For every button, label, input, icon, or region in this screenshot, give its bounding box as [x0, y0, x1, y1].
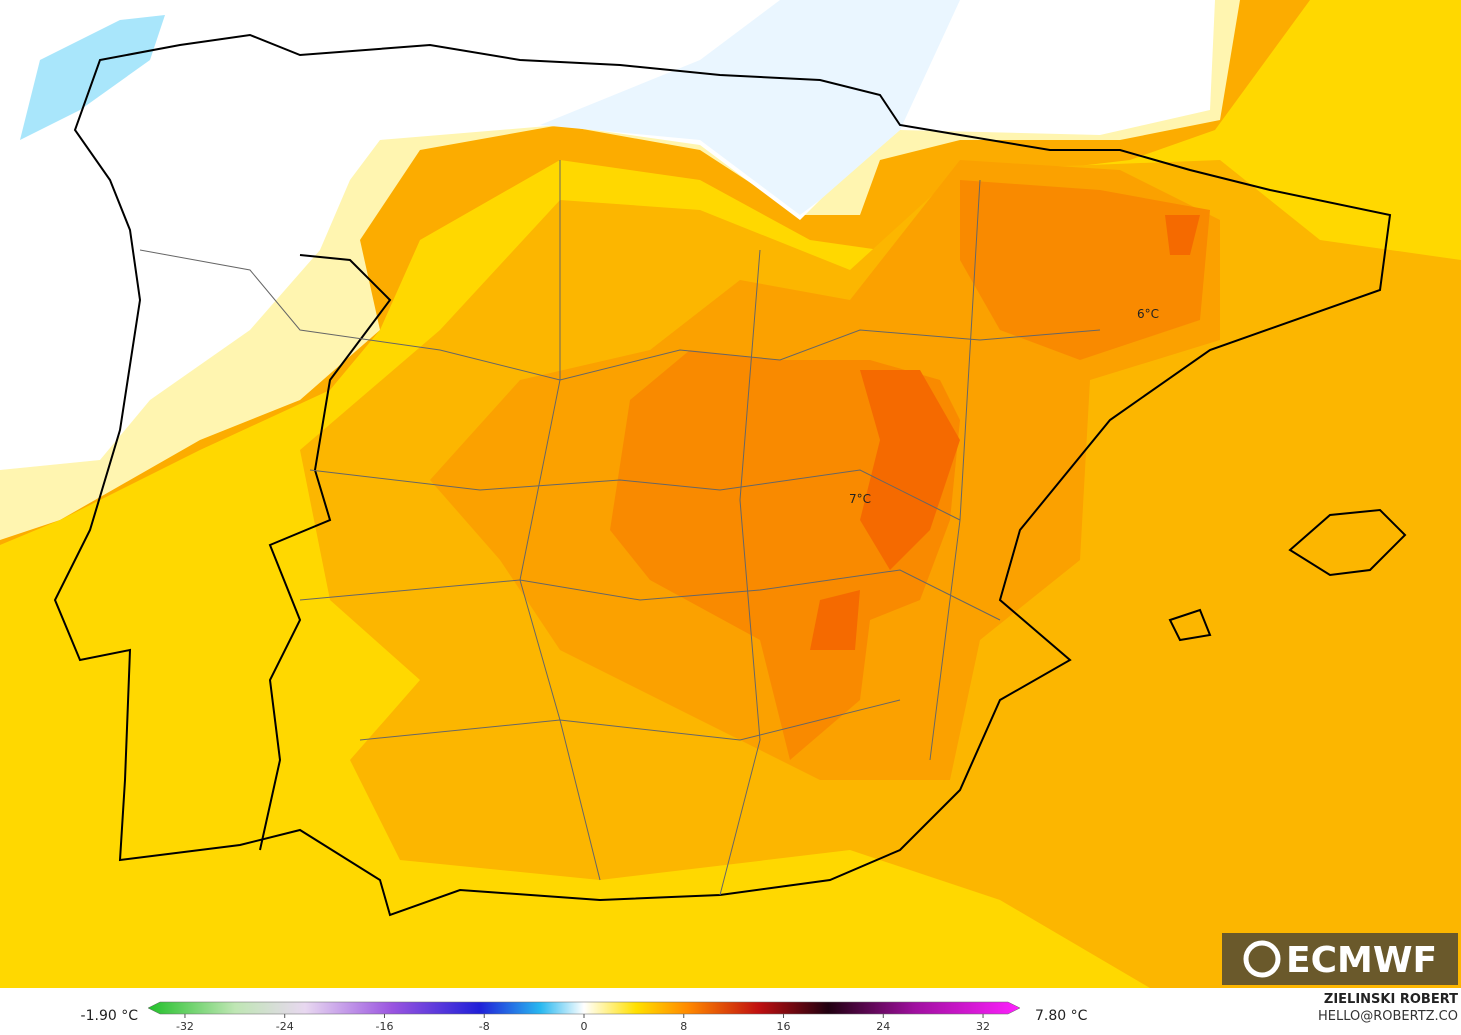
colorbar-tick-label: 0	[581, 1020, 588, 1033]
colorbar-tick-label: -32	[176, 1020, 194, 1033]
temperature-field	[0, 0, 1461, 988]
contact: HELLO@ROBERTZ.CO	[1318, 1009, 1458, 1024]
min-label: -1.90 °C	[81, 1008, 139, 1024]
colorbar-tick-label: 8	[680, 1020, 687, 1033]
colorbar-tick-label: 16	[777, 1020, 791, 1033]
colorbar-scale	[147, 1001, 1021, 1015]
colorbar-tick-label: -24	[276, 1020, 294, 1033]
contour-label: 7°C	[849, 492, 871, 506]
logo-text: ECMWF	[1286, 940, 1437, 981]
coastline	[53, 33, 1407, 917]
colorbar-tick-label: -8	[479, 1020, 490, 1033]
max-label: 7.80 °C	[1035, 1008, 1088, 1024]
author: ZIELINSKI ROBERT	[1324, 992, 1458, 1007]
logo-icon	[1243, 940, 1281, 978]
contour-label: 6°C	[1137, 307, 1159, 321]
colorbar-tick-label: 24	[876, 1020, 890, 1033]
colorbar-tick-label: -16	[375, 1020, 393, 1033]
region-borders	[139, 160, 1101, 896]
logo: ECMWF	[1222, 933, 1458, 985]
colorbar: -32 -24 -16 -8 0 8 16 24 32	[147, 1001, 1021, 1033]
colorbar-tick-label: 32	[976, 1020, 990, 1033]
